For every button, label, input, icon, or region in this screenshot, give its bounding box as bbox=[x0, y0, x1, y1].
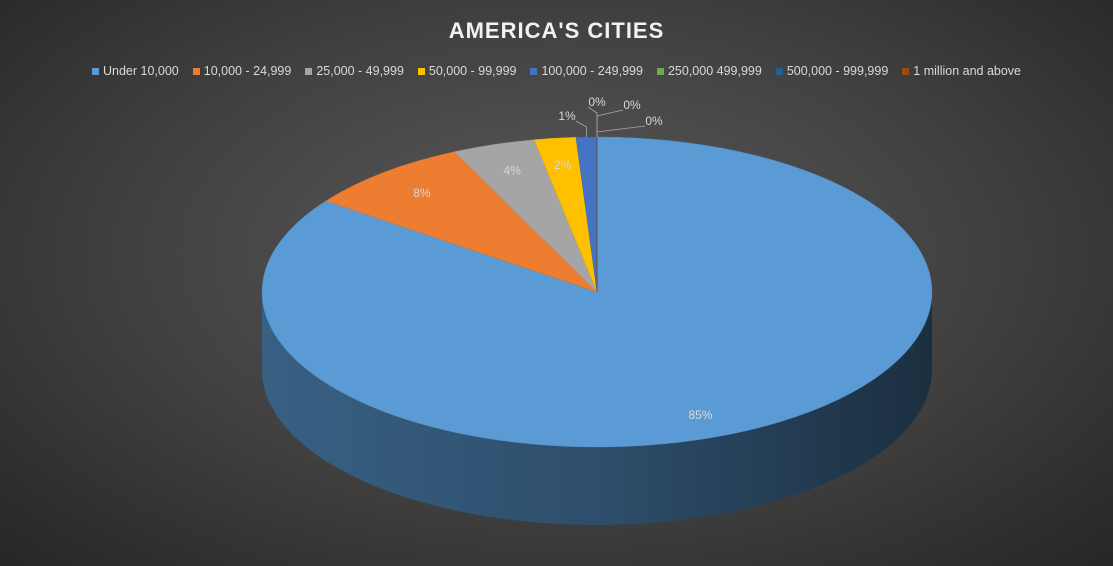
legend-label: 25,000 - 49,999 bbox=[316, 64, 404, 78]
leader-line bbox=[596, 125, 646, 137]
legend-swatch bbox=[417, 67, 425, 75]
legend: Under 10,000 10,000 - 24,999 25,000 - 49,9… bbox=[0, 64, 1113, 78]
legend-item: 50,000 - 99,999 bbox=[417, 64, 517, 78]
leader-line bbox=[596, 109, 624, 137]
legend-item: 25,000 - 49,999 bbox=[305, 64, 404, 78]
legend-swatch bbox=[902, 67, 910, 75]
leader-line bbox=[575, 120, 587, 138]
legend-item: 1 million and above bbox=[902, 64, 1021, 78]
data-label: 2% bbox=[554, 158, 572, 172]
pie-slice bbox=[325, 151, 598, 293]
legend-swatch bbox=[656, 67, 664, 75]
legend-item: 500,000 - 999,999 bbox=[775, 64, 889, 78]
legend-label: 100,000 - 249,999 bbox=[541, 64, 643, 78]
legend-swatch bbox=[530, 67, 538, 75]
data-label: 1% bbox=[558, 109, 576, 123]
legend-label: 500,000 - 999,999 bbox=[786, 64, 889, 78]
legend-label: 10,000 - 24,999 bbox=[203, 64, 292, 78]
data-label: 0% bbox=[645, 114, 663, 128]
legend-item: Under 10,000 bbox=[91, 64, 179, 78]
pie-side bbox=[262, 292, 932, 525]
legend-item: 250,000 499,999 bbox=[656, 64, 762, 78]
data-label: 4% bbox=[503, 163, 521, 177]
legend-swatch bbox=[91, 67, 99, 75]
data-label: 85% bbox=[688, 408, 712, 422]
legend-label: Under 10,000 bbox=[102, 64, 179, 78]
legend-label: 50,000 - 99,999 bbox=[428, 64, 517, 78]
legend-item: 100,000 - 249,999 bbox=[530, 64, 643, 78]
chart-title: AMERICA'S CITIES bbox=[448, 18, 665, 43]
legend-item: 10,000 - 24,999 bbox=[192, 64, 292, 78]
legend-swatch bbox=[192, 67, 200, 75]
leader-line bbox=[587, 106, 598, 137]
legend-label: 1 million and above bbox=[913, 64, 1022, 78]
data-label: 0% bbox=[588, 95, 606, 109]
pie-slice bbox=[261, 136, 933, 448]
legend-label: 250,000 499,999 bbox=[667, 64, 762, 78]
data-label: 8% bbox=[413, 186, 431, 200]
legend-swatch bbox=[775, 67, 783, 75]
data-label: 0% bbox=[623, 98, 641, 112]
legend-swatch bbox=[305, 67, 313, 75]
